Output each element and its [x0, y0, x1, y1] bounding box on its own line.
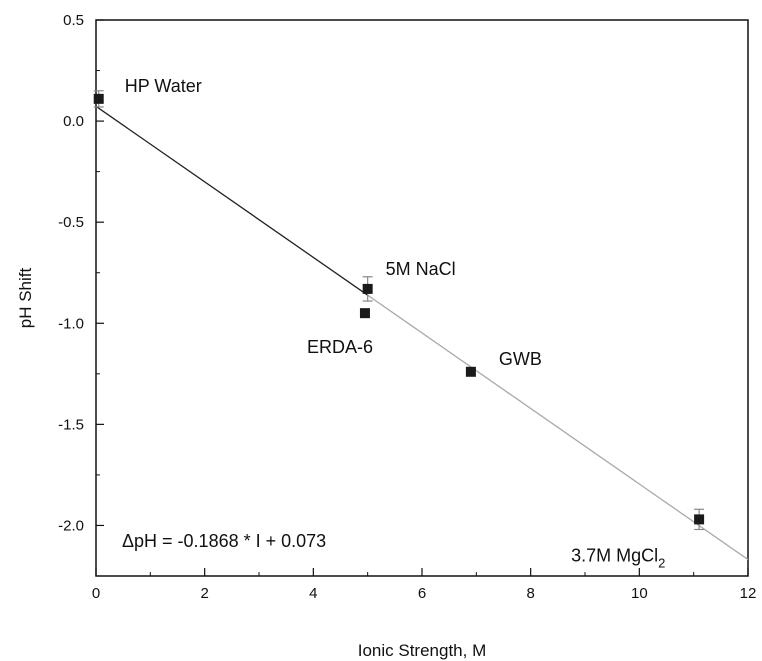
y-tick-label: 0.5 [63, 12, 84, 29]
point-label: ERDA-6 [307, 337, 373, 357]
point-labels: HP Water 5M NaCl ERDA-6 GWB 3.7M MgCl2 [125, 76, 666, 571]
point-label: HP Water [125, 76, 202, 96]
y-tick-label: 0.0 [63, 113, 84, 130]
data-point [359, 308, 370, 319]
data-points [93, 90, 705, 531]
x-tick-label: 4 [309, 585, 317, 602]
y-tick-label: -1.0 [58, 315, 84, 332]
plot-area [95, 19, 749, 577]
data-point [465, 366, 476, 377]
fit-line-segment-dark [95, 105, 369, 296]
data-point [694, 514, 705, 525]
point-label: GWB [499, 349, 542, 369]
x-tick-label: 6 [418, 585, 426, 602]
x-axis-title: Ionic Strength, M [358, 641, 487, 660]
point-label: 3.7M MgCl2 [571, 545, 665, 570]
data-point [93, 93, 104, 104]
x-tick-label: 10 [631, 585, 648, 602]
y-axis-title: pH Shift [16, 267, 35, 328]
x-tick-label: 2 [200, 585, 208, 602]
x-tick-label: 8 [526, 585, 534, 602]
point-label-subscript: 2 [658, 555, 665, 570]
data-point [362, 283, 373, 294]
axes: 0 2 4 6 8 10 12 0.5 0.0 -0.5 -1.0 -1.5 -2.0 [58, 12, 756, 602]
fit-equation: ΔpH = -0.1868 * I + 0.073 [122, 531, 326, 551]
y-tick-label: -2.0 [58, 517, 84, 534]
x-tick-label: 12 [740, 585, 757, 602]
y-tick-label: -1.5 [58, 416, 84, 433]
x-tick-label: 0 [92, 585, 100, 602]
fit-line-segment-light [367, 294, 749, 561]
fit-line [95, 105, 749, 561]
point-label: 5M NaCl [386, 259, 456, 279]
y-tick-label: -0.5 [58, 214, 84, 231]
